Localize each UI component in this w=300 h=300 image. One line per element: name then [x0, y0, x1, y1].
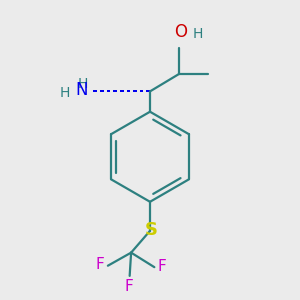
Text: O: O	[174, 23, 187, 41]
Text: H: H	[193, 27, 203, 41]
Text: H: H	[77, 77, 88, 91]
Text: F: F	[96, 257, 104, 272]
Text: H: H	[60, 86, 70, 100]
Text: N: N	[75, 81, 88, 99]
Text: F: F	[125, 279, 134, 294]
Text: S: S	[145, 221, 158, 239]
Text: F: F	[158, 259, 167, 274]
